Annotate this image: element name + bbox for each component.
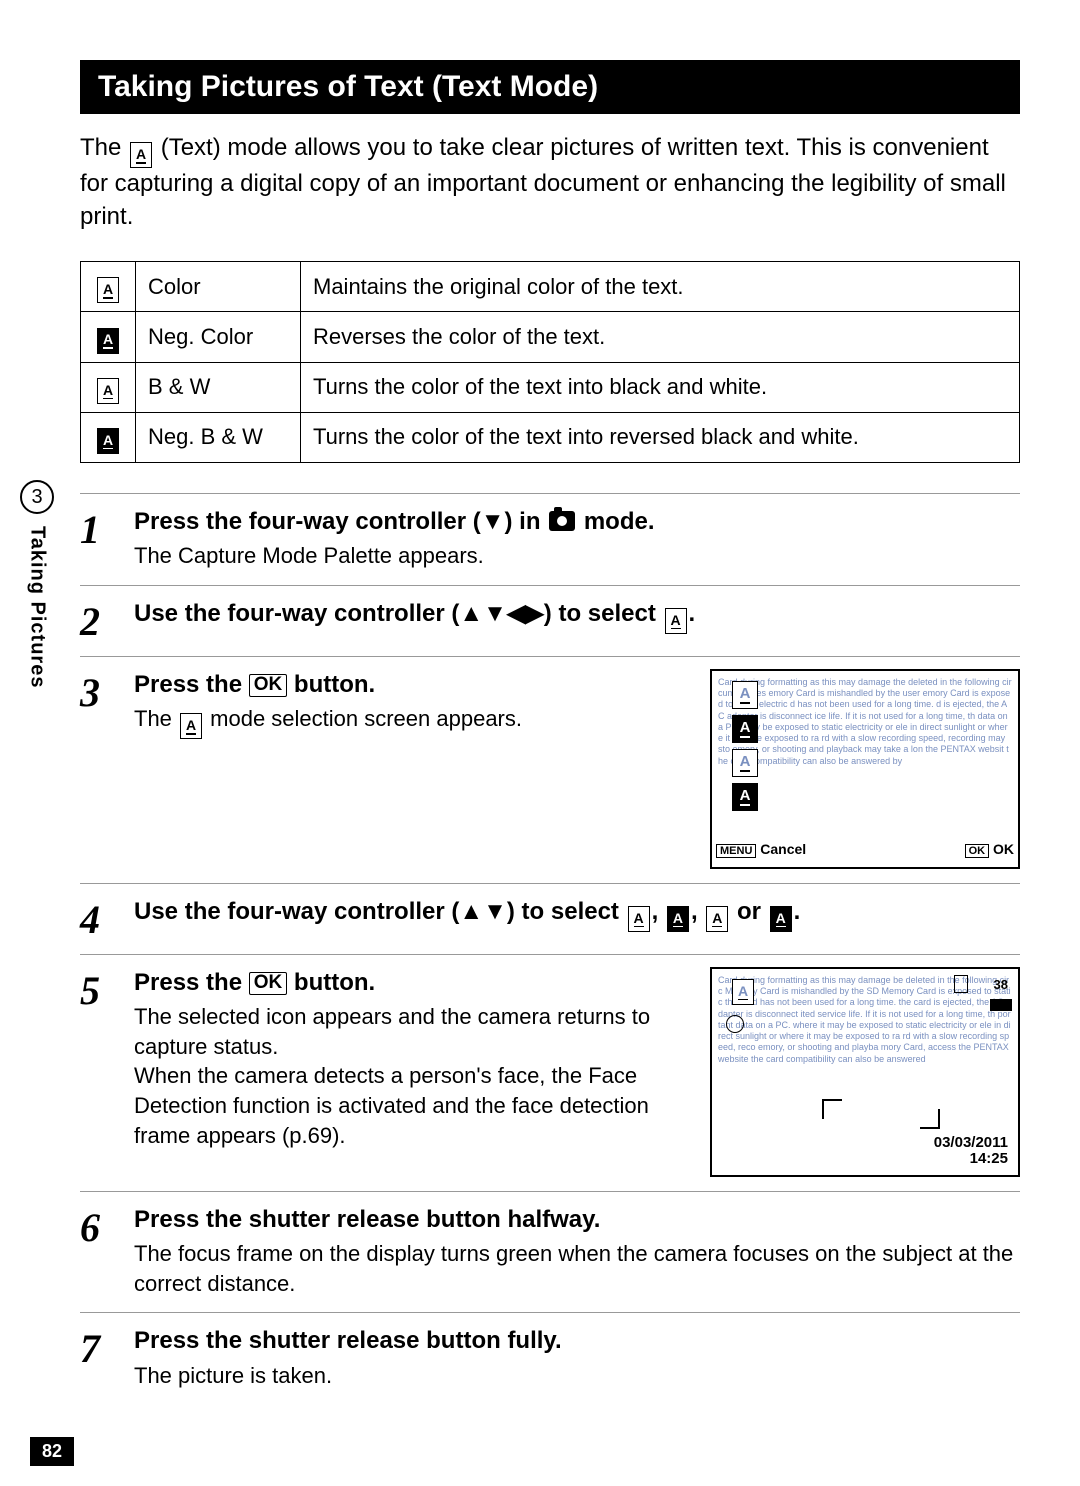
step-desc: The picture is taken. bbox=[134, 1361, 1020, 1391]
step-number: 4 bbox=[80, 896, 134, 940]
screen-bottom-bar: MENU Cancel OK OK bbox=[716, 841, 1014, 859]
menu-label: MENU bbox=[716, 844, 756, 858]
steps-list: 1 Press the four-way controller (▼) in m… bbox=[80, 493, 1020, 1404]
step-4: 4 Use the four-way controller (▲▼) to se… bbox=[80, 883, 1020, 954]
text-mode-icon: A bbox=[732, 681, 758, 709]
page-title: Taking Pictures of Text (Text Mode) bbox=[80, 60, 1020, 114]
text-mode-icon: A bbox=[180, 713, 202, 739]
camera-icon bbox=[549, 511, 575, 531]
page-content: Taking Pictures of Text (Text Mode) The … bbox=[0, 0, 1080, 1444]
mode-desc: Turns the color of the text into black a… bbox=[301, 362, 1020, 412]
text-mode-icon: A bbox=[732, 979, 754, 1005]
text-mode-icon: A bbox=[665, 608, 687, 634]
text-mode-icon: A bbox=[770, 906, 792, 932]
sd-card-icon bbox=[954, 975, 968, 993]
step-title: Press the shutter release button halfway… bbox=[134, 1204, 1020, 1235]
table-row: A Neg. Color Reverses the color of the t… bbox=[81, 312, 1020, 362]
step-number: 3 bbox=[80, 669, 134, 869]
face-detection-icon bbox=[726, 1015, 744, 1033]
text-mode-icon: A bbox=[706, 906, 728, 932]
capture-status-screen: Card during formatting as this may damag… bbox=[710, 967, 1020, 1177]
step-title: Press the OK button. bbox=[134, 669, 690, 700]
mode-name: B & W bbox=[136, 362, 301, 412]
mode-options-column: A A A A bbox=[730, 681, 760, 811]
mode-selection-screen: Card during formatting as this may damag… bbox=[710, 669, 1020, 869]
step-7: 7 Press the shutter release button fully… bbox=[80, 1312, 1020, 1404]
step-title: Press the four-way controller (▼) in mod… bbox=[134, 506, 1020, 537]
step-number: 5 bbox=[80, 967, 134, 1177]
table-row: A B & W Turns the color of the text into… bbox=[81, 362, 1020, 412]
step-title: Press the shutter release button fully. bbox=[134, 1325, 1020, 1356]
battery-icon bbox=[990, 999, 1012, 1011]
text-mode-icon: A bbox=[667, 906, 689, 932]
mode-name: Neg. Color bbox=[136, 312, 301, 362]
text-mode-icon: A bbox=[732, 715, 758, 743]
step-title: Use the four-way controller (▲▼) to sele… bbox=[134, 896, 1020, 932]
mode-name: Neg. B & W bbox=[136, 412, 301, 462]
step-5: 5 Press the OK button. The selected icon… bbox=[80, 954, 1020, 1191]
text-mode-icon: A bbox=[732, 749, 758, 777]
ok-label: OK bbox=[965, 844, 990, 858]
mode-bw-icon: A bbox=[97, 378, 119, 404]
step-number: 1 bbox=[80, 506, 134, 571]
step-desc: The selected icon appears and the camera… bbox=[134, 1002, 690, 1150]
shot-count: 38 bbox=[994, 977, 1008, 993]
text-mode-icon: A bbox=[628, 906, 650, 932]
time-display: 14:25 bbox=[970, 1150, 1008, 1169]
step-title: Use the four-way controller (▲▼◀▶) to se… bbox=[134, 598, 1020, 634]
ok-button-label: OK bbox=[249, 674, 288, 697]
focus-bracket-icon bbox=[822, 1099, 842, 1119]
mode-negcolor-icon: A bbox=[97, 328, 119, 354]
modes-table: A Color Maintains the original color of … bbox=[80, 261, 1020, 463]
step-desc: The Capture Mode Palette appears. bbox=[134, 541, 1020, 571]
focus-bracket-icon bbox=[920, 1109, 940, 1129]
step-number: 2 bbox=[80, 598, 134, 642]
step-3: 3 Press the OK button. The A mode select… bbox=[80, 656, 1020, 883]
step-number: 7 bbox=[80, 1325, 134, 1390]
text-mode-icon: A bbox=[130, 142, 152, 168]
table-row: A Color Maintains the original color of … bbox=[81, 262, 1020, 312]
mode-color-icon: A bbox=[97, 277, 119, 303]
mode-desc: Maintains the original color of the text… bbox=[301, 262, 1020, 312]
step-2: 2 Use the four-way controller (▲▼◀▶) to … bbox=[80, 585, 1020, 656]
step-desc: The A mode selection screen appears. bbox=[134, 704, 690, 739]
ok-button-label: OK bbox=[249, 972, 288, 995]
table-row: A Neg. B & W Turns the color of the text… bbox=[81, 412, 1020, 462]
step-title: Press the OK button. bbox=[134, 967, 690, 998]
page-number: 82 bbox=[30, 1437, 74, 1466]
mode-desc: Turns the color of the text into reverse… bbox=[301, 412, 1020, 462]
step-number: 6 bbox=[80, 1204, 134, 1299]
step-desc: The focus frame on the display turns gre… bbox=[134, 1239, 1020, 1298]
step-1: 1 Press the four-way controller (▼) in m… bbox=[80, 493, 1020, 585]
text-mode-icon: A bbox=[732, 783, 758, 811]
intro-text: The A (Text) mode allows you to take cle… bbox=[80, 132, 1020, 233]
mode-name: Color bbox=[136, 262, 301, 312]
mode-desc: Reverses the color of the text. bbox=[301, 312, 1020, 362]
mode-negbw-icon: A bbox=[97, 428, 119, 454]
step-6: 6 Press the shutter release button halfw… bbox=[80, 1191, 1020, 1313]
